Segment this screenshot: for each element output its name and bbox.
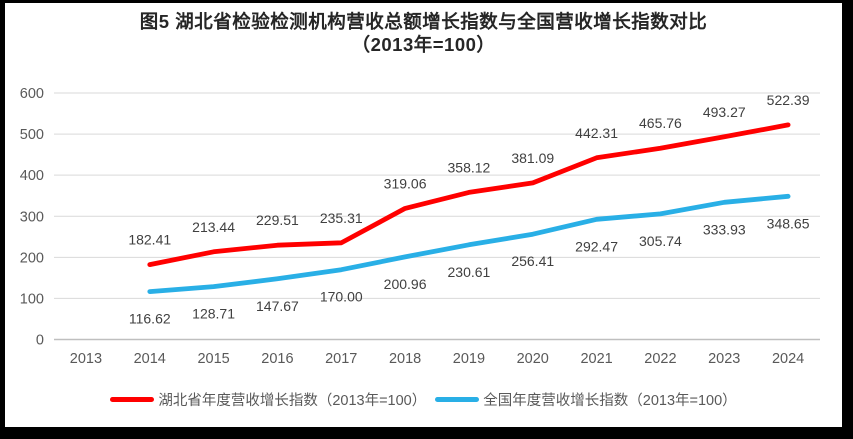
chart-title-line1: 图5 湖北省检验检测机构营收总额增长指数与全国营收增长指数对比 [139,11,708,32]
data-label: 230.61 [448,264,491,280]
data-label: 333.93 [703,221,746,237]
legend-marker-national-icon [435,397,480,402]
x-tick-label: 2023 [708,351,740,367]
y-tick-label: 400 [20,168,44,184]
chart-title: 图5 湖北省检验检测机构营收总额增长指数与全国营收增长指数对比 （2013年=1… [5,10,842,56]
line-chart-plot-area: 0 100 200 300 400 500 600 2013 2014 2015 2016 2017 2… [20,86,820,367]
chart-legend: 湖北省年度营收增长指数（2013年=100） 全国年度营收增长指数（2013年=… [5,389,842,410]
data-label: 522.39 [767,92,810,108]
data-label: 256.41 [511,253,554,269]
data-label: 358.12 [448,159,491,175]
y-tick-label: 300 [20,209,44,225]
data-label: 465.76 [639,115,682,131]
x-tick-label: 2021 [580,351,612,367]
legend-label-hubei: 湖北省年度营收增长指数（2013年=100） [158,393,427,409]
data-label: 305.74 [639,233,682,249]
x-tick-label: 2019 [453,351,485,367]
y-tick-label: 500 [20,127,44,143]
data-label: 170.00 [320,289,363,305]
data-label: 147.67 [256,298,299,314]
data-label: 319.06 [384,175,427,191]
x-tick-label: 2020 [517,351,549,367]
data-label: 381.09 [511,150,554,166]
data-label: 235.31 [320,210,363,226]
data-label: 213.44 [192,219,235,235]
series-line-0 [147,122,791,268]
legend-item-hubei: 湖北省年度营收增长指数（2013年=100） [110,389,426,410]
data-label: 200.96 [384,276,427,292]
y-tick-label: 200 [20,250,44,266]
legend-marker-hubei-icon [110,397,155,402]
data-label: 182.41 [128,232,171,248]
data-label: 229.51 [256,212,299,228]
data-label: 442.31 [575,125,618,141]
data-label: 493.27 [703,104,746,120]
data-label: 128.71 [192,306,235,322]
x-tick-label: 2018 [389,351,421,367]
y-tick-label: 600 [20,86,44,102]
x-tick-label: 2013 [70,351,102,367]
x-tick-label: 2014 [134,351,166,367]
legend-label-national: 全国年度营收增长指数（2013年=100） [483,393,737,409]
x-tick-label: 2016 [261,351,293,367]
x-tick-label: 2015 [197,351,229,367]
x-tick-label: 2024 [772,351,804,367]
chart-title-line2: （2013年=100） [351,34,496,55]
data-label: 116.62 [129,311,171,327]
y-tick-label: 100 [20,291,44,307]
data-label: 348.65 [767,215,810,231]
x-tick-label: 2017 [325,351,357,367]
data-label: 292.47 [575,238,618,254]
series-line-1 [147,193,791,295]
x-tick-label: 2022 [644,351,676,367]
y-tick-label: 0 [36,333,44,349]
legend-item-national: 全国年度营收增长指数（2013年=100） [435,389,737,410]
